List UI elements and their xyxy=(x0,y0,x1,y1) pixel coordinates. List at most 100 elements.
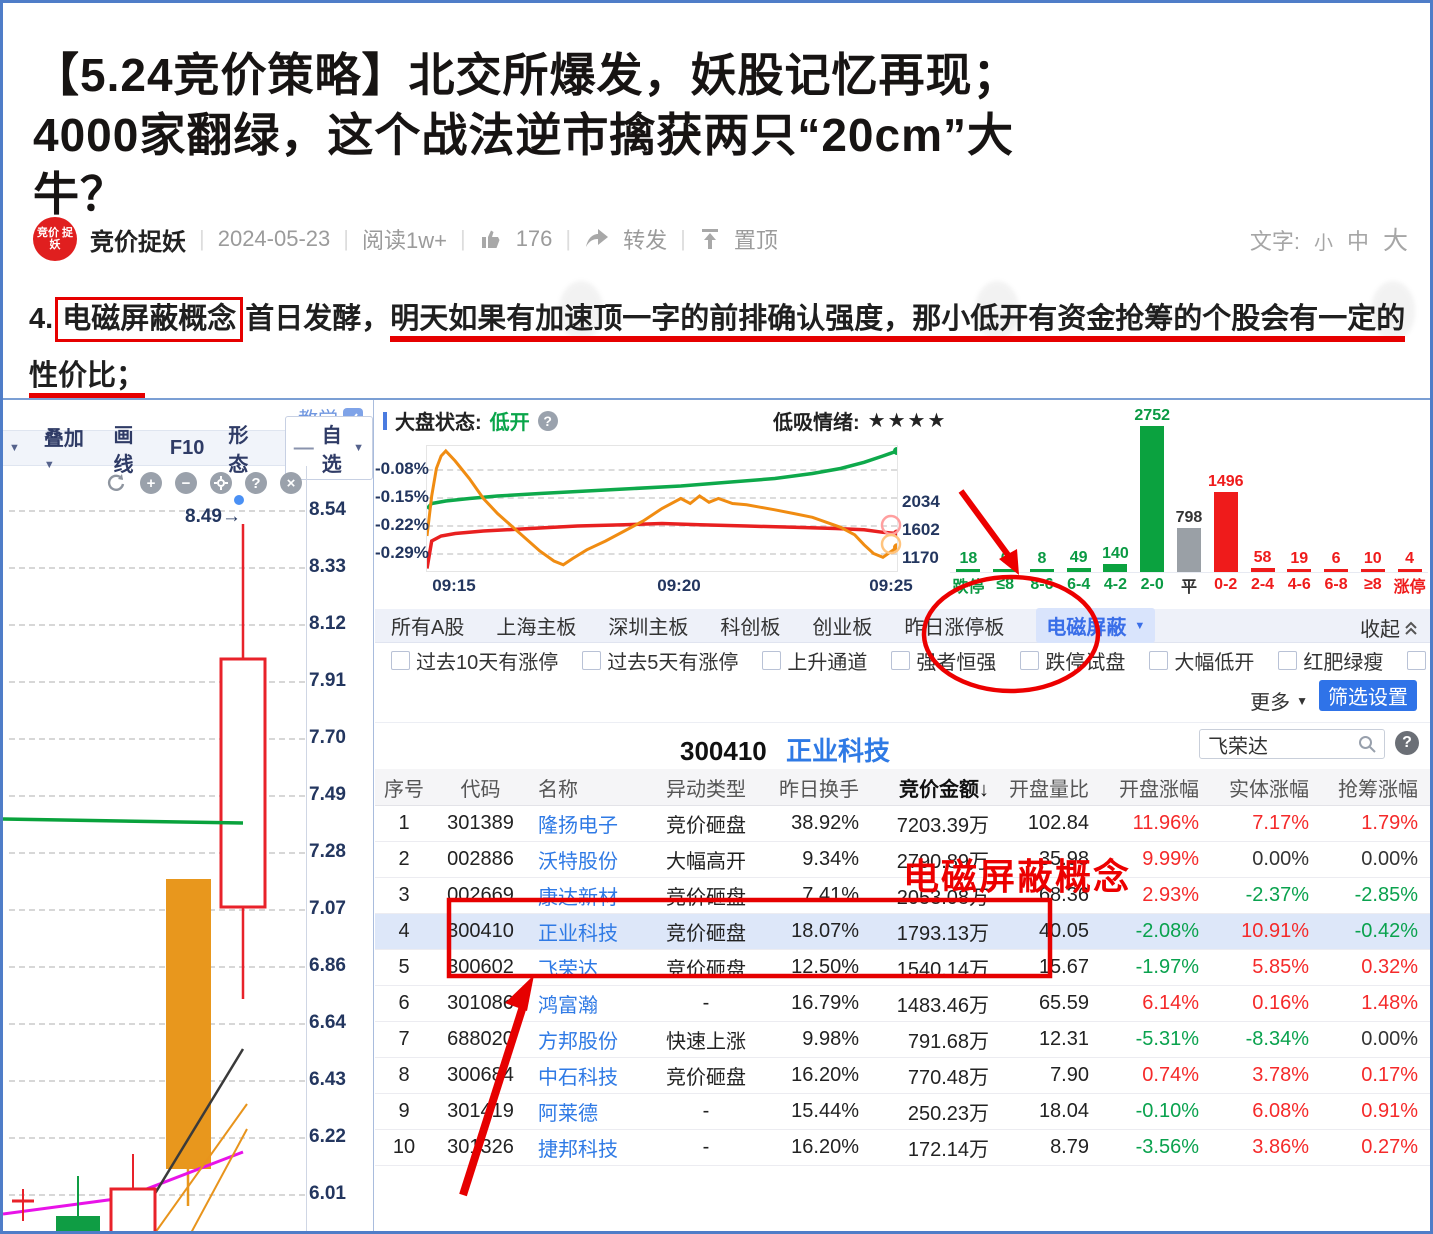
stock-name-link[interactable]: 阿莱德 xyxy=(538,1103,598,1125)
more-button[interactable]: 更多 ▼ xyxy=(1250,692,1308,714)
table-row[interactable]: 1 301389 隆扬电子 竞价砸盘 38.92% 7203.39万 102.84 11.96… xyxy=(375,806,1430,842)
checkbox-box[interactable] xyxy=(1149,651,1169,670)
stock-name-link[interactable]: 中石科技 xyxy=(538,1067,618,1089)
checkbox-强者恒强[interactable]: 强者恒强 xyxy=(891,646,996,675)
checkbox-大幅低开[interactable]: 大幅低开 xyxy=(1149,646,1254,675)
distribution-value: 140 xyxy=(1102,545,1129,562)
font-size-option[interactable]: 大 xyxy=(1382,227,1408,255)
col-header-代码[interactable]: 代码 xyxy=(460,778,501,801)
distribution-value: 1496 xyxy=(1207,473,1244,490)
col-header-异动类型[interactable]: 异动类型 xyxy=(666,778,746,801)
checkbox-过滤ST[interactable]: 过滤ST xyxy=(1407,646,1430,675)
intraday-ytick-right: 2034 xyxy=(902,492,940,511)
settings-gear-icon[interactable] xyxy=(210,472,232,494)
font-size-option[interactable]: 小 xyxy=(1313,233,1333,254)
table-row[interactable]: 10 301326 捷邦科技 - 16.20% 172.14万 8.79 -3.56% 3.86… xyxy=(375,1130,1430,1166)
search-icon[interactable] xyxy=(1358,735,1376,753)
stock-name[interactable]: 正业科技 xyxy=(785,736,890,766)
tab-concept-dropdown[interactable]: 电磁屏蔽 ▼ xyxy=(1036,608,1156,643)
col-header-开盘涨幅[interactable]: 开盘涨幅 xyxy=(1119,778,1199,801)
tab-深圳主板[interactable]: 深圳主板 xyxy=(608,617,689,639)
col-header-实体涨幅[interactable]: 实体涨幅 xyxy=(1229,778,1309,801)
toolbar-draw-button[interactable]: 画线 xyxy=(113,425,134,476)
stock-name-link[interactable]: 飞荣达 xyxy=(538,959,598,981)
checkbox-过去5天有涨停[interactable]: 过去5天有涨停 xyxy=(582,646,738,675)
stock-name-link[interactable]: 沃特股份 xyxy=(538,851,618,873)
col-header-昨日换手[interactable]: 昨日换手 xyxy=(779,778,859,801)
checkbox-box[interactable] xyxy=(582,651,602,670)
like-icon[interactable] xyxy=(479,227,503,251)
col-header-抢筹涨幅[interactable]: 抢筹涨幅 xyxy=(1338,778,1418,801)
checkbox-box[interactable] xyxy=(762,651,782,670)
col-header-序号[interactable]: 序号 xyxy=(384,778,424,801)
toolbar-watchlist-button[interactable]: — 自选 ▼ xyxy=(284,416,374,480)
stock-name-link[interactable]: 方邦股份 xyxy=(538,1031,618,1053)
close-icon[interactable]: × xyxy=(280,472,302,494)
stock-name-link[interactable]: 捷邦科技 xyxy=(538,1139,618,1161)
filter-settings-button[interactable]: 筛选设置 xyxy=(1319,680,1417,711)
stock-name-link[interactable]: 正业科技 xyxy=(538,923,618,945)
table-cell: 18.04 xyxy=(1038,1100,1089,1122)
checkbox-box[interactable] xyxy=(1020,651,1040,670)
checkbox-上升通道[interactable]: 上升通道 xyxy=(762,646,867,675)
stock-name-link[interactable]: 鸿富瀚 xyxy=(538,995,598,1017)
table-row[interactable]: 2 002886 沃特股份 大幅高开 9.34% 2790.89万 35.98 9.99% 0.… xyxy=(375,842,1430,878)
table-row[interactable]: 5 300602 飞荣达 竞价砸盘 12.50% 1540.14万 15.67 -1.97% 5… xyxy=(375,950,1430,986)
table-cell: 65.59 xyxy=(1038,992,1089,1014)
table-row[interactable]: 4 300410 正业科技 竞价砸盘 18.07% 1793.13万 40.05 -2.08%… xyxy=(375,914,1430,950)
refresh-icon[interactable] xyxy=(105,472,127,494)
tab-上海主板[interactable]: 上海主板 xyxy=(496,617,577,639)
table-row[interactable]: 9 301419 阿莱德 - 15.44% 250.23万 18.04 -0.10% 6.08%… xyxy=(375,1094,1430,1130)
intraday-chart[interactable] xyxy=(426,445,898,572)
checkbox-过去10天有涨停[interactable]: 过去10天有涨停 xyxy=(391,646,558,675)
col-header-竞价金额[interactable]: 竞价金额↓ xyxy=(899,778,989,801)
table-cell: 16.20% xyxy=(791,1064,859,1086)
toolbar-overlay-button[interactable]: 叠加 ▼ xyxy=(43,428,84,471)
table-cell: 0.74% xyxy=(1142,1064,1199,1086)
checkbox-红肥绿瘦[interactable]: 红肥绿瘦 xyxy=(1278,646,1383,675)
zoom-in-icon[interactable]: + xyxy=(140,472,162,494)
pin-top-icon[interactable] xyxy=(699,227,721,251)
col-header-名称[interactable]: 名称 xyxy=(538,778,578,801)
share-label[interactable]: 转发 xyxy=(623,228,668,253)
table-row[interactable]: 8 300684 中石科技 竞价砸盘 16.20% 770.48万 7.90 0.74% 3.7… xyxy=(375,1058,1430,1094)
market-status-value: 低开 xyxy=(489,412,530,434)
checkbox-box[interactable] xyxy=(391,651,410,670)
tab-科创板[interactable]: 科创板 xyxy=(720,617,781,639)
table-cell: 7 xyxy=(398,1028,410,1050)
pin-label[interactable]: 置顶 xyxy=(733,228,778,253)
help-icon[interactable]: ? xyxy=(537,410,558,431)
tab-昨日涨停板[interactable]: 昨日涨停板 xyxy=(904,617,1005,639)
stock-name-link[interactable]: 康达新材 xyxy=(538,887,618,909)
tab-所有A股[interactable]: 所有A股 xyxy=(391,617,465,639)
checkbox-跌停试盘[interactable]: 跌停试盘 xyxy=(1020,646,1125,675)
table-cell: 0.32% xyxy=(1361,956,1418,978)
help-icon[interactable]: ? xyxy=(1395,731,1419,755)
like-count[interactable]: 176 xyxy=(515,226,553,251)
chevron-down-icon[interactable]: ▼ xyxy=(9,442,20,454)
table-row[interactable]: 6 301086 鸿富瀚 - 16.79% 1483.46万 65.59 6.14% 0.16%… xyxy=(375,986,1430,1022)
stock-name-link[interactable]: 隆扬电子 xyxy=(538,815,618,837)
toolbar-f10-button[interactable]: F10 xyxy=(169,436,205,459)
table-cell: 6.14% xyxy=(1142,992,1199,1014)
intraday-xtick: 09:25 xyxy=(869,576,913,595)
toolbar-pattern-button[interactable]: 形态 xyxy=(228,425,249,476)
kline-chart[interactable]: 8.54 8.33 8.12 7.91 7.70 7.49 7.28 7.07 6.86 6.64… xyxy=(3,466,374,1231)
table-row[interactable]: 7 688020 方邦股份 快速上涨 9.98% 791.68万 12.31 -5.31% -8… xyxy=(375,1022,1430,1058)
checkbox-box[interactable] xyxy=(891,651,911,670)
zoom-out-icon[interactable]: − xyxy=(175,472,197,494)
tab-创业板[interactable]: 创业板 xyxy=(812,617,873,639)
author-name[interactable]: 竞价捉妖 xyxy=(90,228,186,256)
checkbox-box[interactable] xyxy=(1278,651,1298,670)
share-icon[interactable] xyxy=(584,227,610,251)
avatar[interactable]: 竞价 捉妖 xyxy=(33,217,77,261)
checkbox-box[interactable] xyxy=(1407,651,1427,670)
table-cell: 0.91% xyxy=(1361,1100,1418,1122)
table-cell: 9 xyxy=(398,1100,410,1122)
collapse-button[interactable]: 收起 xyxy=(1360,613,1418,642)
help-icon[interactable]: ? xyxy=(245,472,267,494)
col-header-开盘量比[interactable]: 开盘量比 xyxy=(1009,778,1089,801)
search-input[interactable]: 飞荣达 xyxy=(1199,729,1385,759)
table-cell: 002669 xyxy=(447,884,514,906)
font-size-option[interactable]: 中 xyxy=(1346,229,1369,254)
